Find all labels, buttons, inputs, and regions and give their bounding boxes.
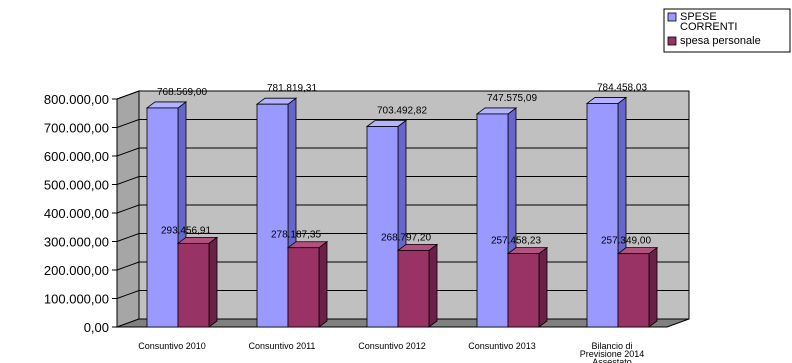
data-label: 703.492,82: [377, 106, 427, 117]
data-label: 293.456,91: [161, 225, 211, 236]
data-label: 278.187,35: [271, 230, 321, 241]
data-label: 781.819,31: [267, 83, 317, 94]
legend-box: [663, 8, 791, 53]
data-label: 784.458,03: [597, 82, 647, 93]
bar: [396, 243, 439, 328]
bar: [506, 246, 549, 328]
y-tick-label: 200.000,00: [44, 263, 109, 278]
x-tick-label: Consuntivo 2012: [358, 341, 426, 351]
bar: [145, 101, 188, 328]
x-tick-label: Consuntivo 2013: [468, 341, 536, 351]
legend-label: spesa personale: [680, 35, 761, 47]
bar: [365, 119, 408, 328]
y-axis: 0,00 100.000,00 200.000,00 300.000,00 400.00…: [44, 92, 118, 335]
y-tick-label: 600.000,00: [44, 149, 109, 164]
data-label: 257.349,00: [601, 236, 651, 247]
x-tick-label: Bilancio di Previsione 2014 Assestato: [580, 341, 645, 363]
bar: [475, 107, 518, 328]
x-axis: Consuntivo 2010 Consuntivo 2011 Consuntivo…: [138, 341, 644, 363]
x-tick-label: Consuntivo 2010: [138, 341, 206, 351]
y-tick-label: 300.000,00: [44, 235, 109, 250]
bar: [286, 240, 329, 328]
data-label: 768.569,00: [157, 87, 207, 98]
legend-label: SPESE CORRENTI: [680, 11, 737, 33]
bar: [176, 236, 219, 328]
legend-swatch: [667, 12, 677, 22]
data-label: 257.458,23: [491, 236, 541, 247]
data-label: 268.797,20: [381, 232, 431, 243]
gridline: [116, 90, 689, 100]
data-label: 747.575,09: [487, 93, 537, 104]
y-tick-label: 500.000,00: [44, 178, 109, 193]
data-labels: 768.569,00 293.456,91 781.819,31 278.187,35…: [157, 82, 651, 246]
x-tick-label: Consuntivo 2011: [249, 341, 316, 351]
bars: [145, 96, 659, 328]
y-tick-label: 800.000,00: [44, 92, 109, 107]
y-tick-label: 700.000,00: [44, 121, 109, 136]
legend-swatch: [667, 36, 677, 46]
legend: SPESE CORRENTI spesa personale: [663, 8, 791, 53]
bar: [616, 246, 659, 328]
y-tick-label: 400.000,00: [44, 206, 109, 221]
y-tick-label: 0,00: [84, 320, 109, 335]
y-tick-label: 100.000,00: [44, 292, 109, 307]
